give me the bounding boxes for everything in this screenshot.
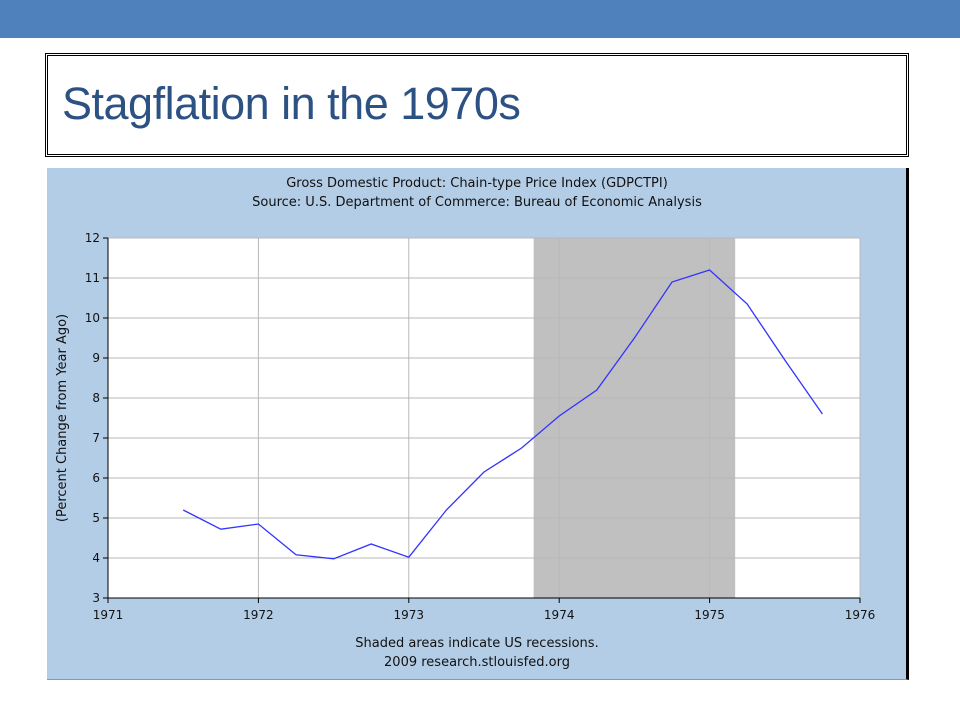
y-tick-label: 9 — [92, 351, 100, 365]
plot-area — [108, 238, 860, 598]
x-tick-label: 1972 — [243, 608, 274, 622]
source-note: 2009 research.stlouisfed.org — [384, 655, 570, 670]
chart-subtitle: Source: U.S. Department of Commerce: Bur… — [252, 195, 702, 210]
y-tick-label: 3 — [92, 591, 100, 605]
recession-shade — [533, 238, 736, 598]
x-tick-label: 1976 — [845, 608, 876, 622]
y-tick-label: 8 — [92, 391, 100, 405]
x-tick-label: 1975 — [694, 608, 725, 622]
x-tick-label: 1971 — [93, 608, 124, 622]
slide-title: Stagflation in the 1970s — [62, 78, 521, 129]
y-tick-label: 5 — [92, 511, 100, 525]
x-tick-label: 1973 — [394, 608, 425, 622]
y-tick-label: 4 — [92, 551, 100, 565]
top-accent-bar — [0, 0, 960, 38]
y-tick-label: 7 — [92, 431, 100, 445]
y-tick-label: 12 — [85, 231, 100, 245]
chart-title: Gross Domestic Product: Chain-type Price… — [286, 176, 668, 191]
inflation-line-chart: Gross Domestic Product: Chain-type Price… — [55, 176, 876, 670]
recession-note: Shaded areas indicate US recessions. — [355, 636, 598, 651]
y-tick-label: 6 — [92, 471, 100, 485]
slide-title-box: Stagflation in the 1970s — [45, 53, 909, 157]
x-tick-label: 1974 — [544, 608, 575, 622]
series-line — [182, 269, 823, 560]
y-tick-label: 11 — [85, 271, 100, 285]
y-tick-label: 10 — [85, 311, 100, 325]
y-axis-label: (Percent Change from Year Ago) — [55, 314, 70, 522]
chart-panel: Gross Domestic Product: Chain-type Price… — [47, 168, 909, 680]
